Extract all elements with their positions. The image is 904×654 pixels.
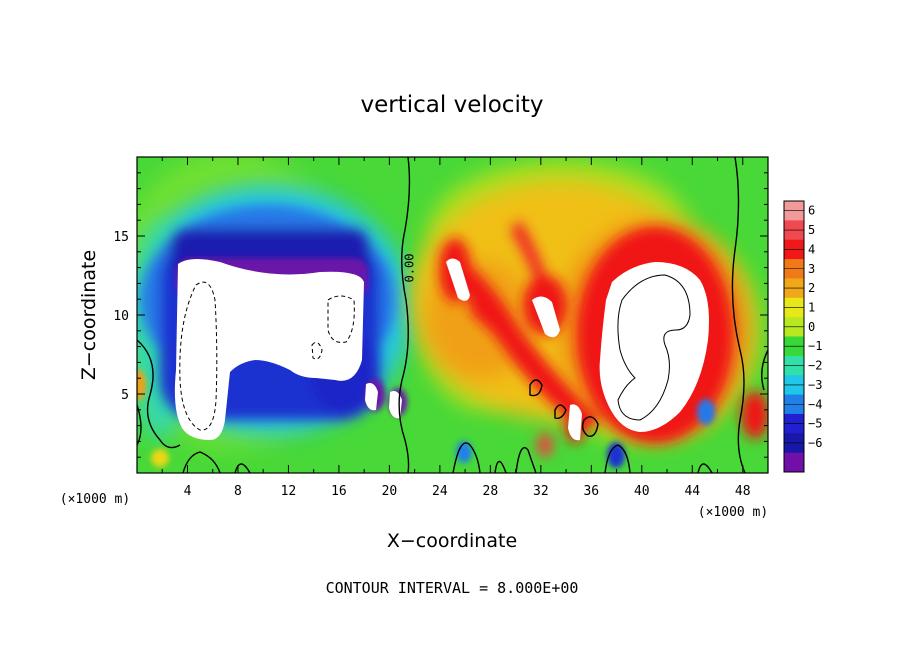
heatmap-field bbox=[137, 157, 768, 473]
colorbar-label: 2 bbox=[808, 281, 815, 295]
x-unit-label-left: (×1000 m) bbox=[60, 492, 130, 507]
x-tick-label: 24 bbox=[432, 484, 448, 499]
y-tick-label: 10 bbox=[113, 309, 129, 324]
colorbar-label: 1 bbox=[808, 300, 815, 314]
colorbar-label: −2 bbox=[808, 359, 822, 373]
x-axis-title: X−coordinate bbox=[387, 530, 517, 552]
colorbar-label: −3 bbox=[808, 378, 822, 392]
x-tick-label: 12 bbox=[281, 484, 297, 499]
colorbar-label: 3 bbox=[808, 262, 815, 276]
y-axis-title: Z−coordinate bbox=[78, 250, 100, 380]
x-tick-label: 40 bbox=[634, 484, 650, 499]
x-tick-label: 20 bbox=[382, 484, 398, 499]
negative-contours bbox=[179, 281, 355, 431]
x-tick-label: 16 bbox=[331, 484, 347, 499]
colorbar-label: −5 bbox=[808, 417, 822, 431]
positive-contours bbox=[617, 274, 691, 421]
x-tick-label: 4 bbox=[184, 484, 192, 499]
colorbar-label: 5 bbox=[808, 223, 815, 237]
colorbar-swatch bbox=[784, 452, 804, 473]
x-tick-label: 44 bbox=[684, 484, 700, 499]
field-layer-spots bbox=[137, 370, 715, 468]
x-axis-ticks: 4 8 12 16 20 24 28 32 36 40 44 48 bbox=[161, 157, 751, 499]
x-tick-label: 48 bbox=[735, 484, 751, 499]
contour-interval-note: CONTOUR INTERVAL = 8.000E+00 bbox=[326, 579, 579, 597]
colorbar-label: 4 bbox=[808, 242, 815, 256]
colorbar: 6 5 4 3 2 1 0 −1 −2 −3 −4 −5 −6 bbox=[783, 200, 822, 473]
x-unit-label-right: (×1000 m) bbox=[698, 505, 768, 520]
chart-title: vertical velocity bbox=[361, 92, 544, 118]
colorbar-label: −4 bbox=[808, 397, 822, 411]
y-tick-label: 15 bbox=[113, 230, 129, 245]
colorbar-label: −6 bbox=[808, 436, 822, 450]
y-tick-label: 5 bbox=[121, 388, 129, 403]
colorbar-label: 6 bbox=[808, 204, 815, 218]
x-tick-label: 36 bbox=[583, 484, 599, 499]
x-tick-label: 32 bbox=[533, 484, 549, 499]
x-tick-label: 8 bbox=[234, 484, 242, 499]
x-tick-label: 28 bbox=[483, 484, 499, 499]
contour-label: 0.00 bbox=[403, 254, 417, 283]
colorbar-frame bbox=[783, 200, 805, 473]
y-axis-ticks: 5 10 15 bbox=[113, 172, 768, 458]
field-layer-saturated bbox=[174, 258, 709, 441]
colorbar-label: 0 bbox=[808, 320, 815, 334]
colorbar-label: −1 bbox=[808, 339, 822, 353]
zero-contours bbox=[137, 157, 768, 473]
